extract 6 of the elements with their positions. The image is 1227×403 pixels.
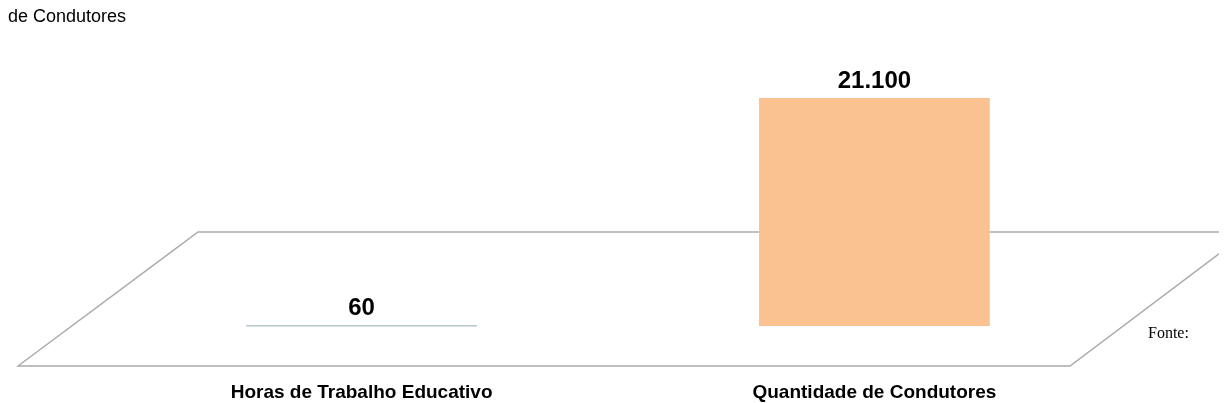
data-label: 60 — [348, 293, 375, 321]
x-tick-label: Quantidade de Condutores — [752, 381, 997, 402]
data-label: 21.100 — [837, 66, 912, 93]
chart-title: de Condutores — [8, 6, 127, 26]
annotation: Fonte: — [1148, 324, 1189, 341]
x-tick-label: Horas de Trabalho Educativo — [230, 381, 493, 402]
